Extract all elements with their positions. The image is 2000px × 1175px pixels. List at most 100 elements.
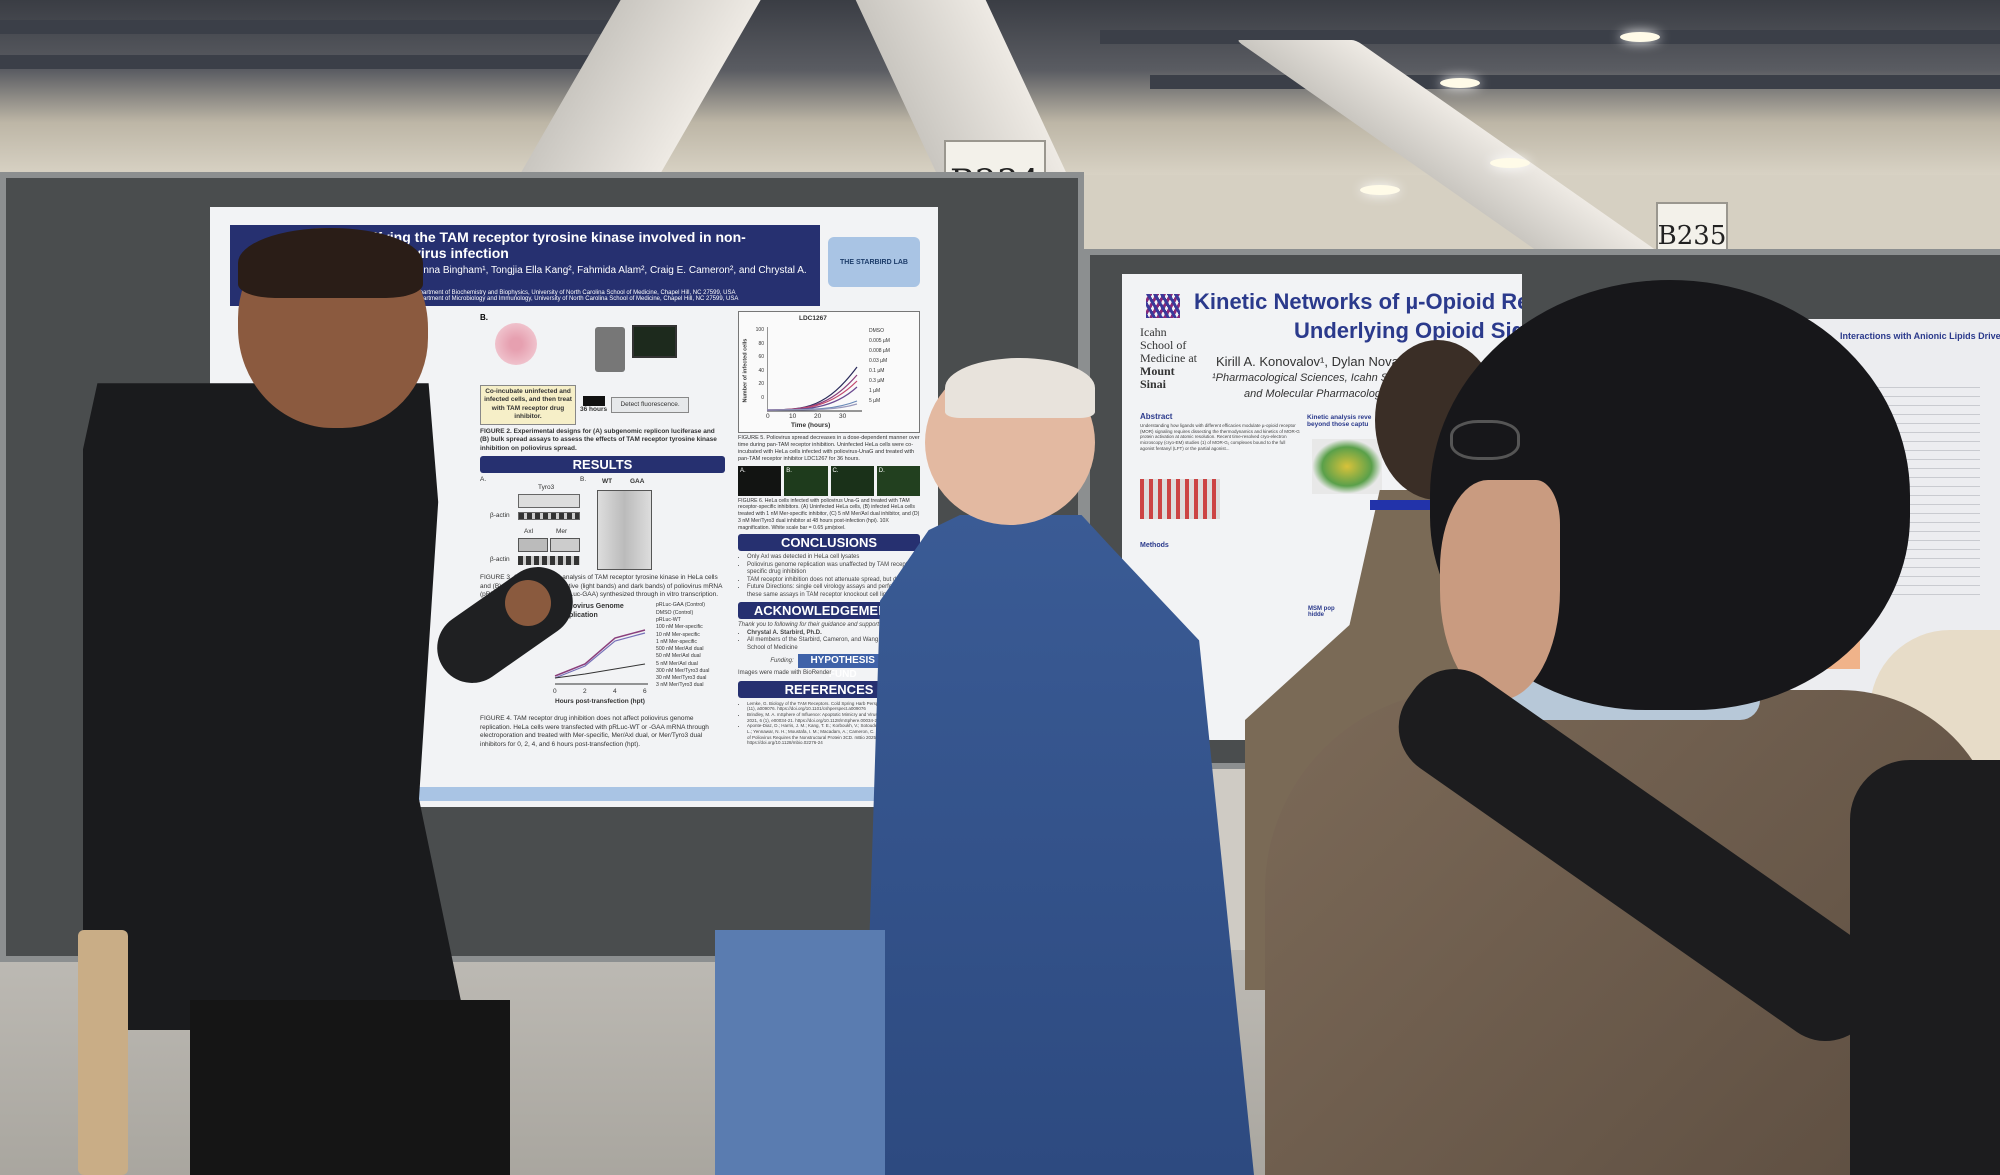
person-hair (945, 358, 1095, 418)
tick-label: 10 (789, 413, 797, 420)
western-blot (518, 556, 580, 566)
ceiling-truss (0, 20, 700, 34)
legend-entry: 100 nM Mer-specific (656, 624, 703, 631)
cell-well-illustration (495, 323, 537, 365)
list-item: Only Axl was detected in HeLa cell lysat… (747, 554, 920, 562)
tick-label: 6 (643, 688, 647, 696)
tick-label: 30 (839, 413, 847, 420)
chart-title: LDC1267 (799, 315, 827, 322)
replication-chart (554, 629, 648, 685)
funding-row: Funding: HYPOTHESIS FUND (738, 654, 920, 680)
legend-entry: 0.03 µM (869, 358, 888, 364)
list-item: Aponte-Diaz, D.; Harris, J. M.; Kang, T.… (747, 723, 920, 746)
funding-label: Funding: (770, 657, 794, 664)
tick-label: 80 (758, 340, 764, 347)
legend-entry: 500 nM Mer/Axl dual (656, 646, 704, 653)
tick-label: 20 (814, 413, 822, 420)
list-item: Chrystal A. Starbird, Ph.D. (747, 630, 920, 638)
hypothesis-fund-logo: HYPOTHESIS FUND (797, 654, 888, 680)
glasses-icon (1450, 420, 1520, 460)
microscopy-panel: D. (876, 465, 920, 496)
chart-title: Poliovirus Genome Replication (560, 603, 624, 620)
axis-label: Hours post-transfection (hpt) (555, 698, 645, 706)
poster-tube (78, 930, 128, 1175)
figure-caption: FIGURE 5. Poliovirus spread decreases in… (738, 435, 920, 463)
mount-sinai-logo-icon (1146, 294, 1180, 318)
microscope-illustration (595, 327, 625, 372)
institution-name: Icahn School of Medicine at Mount Sinai (1140, 326, 1197, 391)
section-header-references: REFERENCES (738, 680, 920, 698)
panel-label: A. (480, 476, 487, 484)
ceiling-truss (1150, 75, 2000, 89)
ceiling-light (1490, 158, 1530, 168)
legend-entry: 1 µM (869, 388, 881, 394)
ceiling-truss (0, 55, 650, 69)
arrow-right-icon (582, 395, 605, 406)
figure-caption: FIGURE 2. Experimental designs for (A) s… (480, 427, 717, 452)
microscopy-panel: C. (830, 465, 874, 496)
tick-label: 20 (758, 381, 764, 387)
figure-6: A. B. C. D. (738, 465, 920, 496)
western-blot (550, 538, 580, 553)
tick-label: 0 (761, 394, 764, 401)
acknowledgements-list: Chrystal A. Starbird, Ph.D. All members … (738, 630, 920, 653)
legend-entry: 0.005 µM (869, 338, 890, 344)
legend-entry: 0.1 µM (869, 368, 885, 374)
acknowledgements-intro: Thank you to following for their guidanc… (738, 622, 881, 629)
spread-chart (767, 327, 862, 412)
panel-label: B. (480, 313, 488, 322)
figure-3: A. B. Tyro3 β-actin Axl Mer β-actin WT G… (480, 476, 725, 572)
references-list: Lemke, G. Biology of the TAM Receptors. … (738, 701, 920, 746)
y-ticks: 100 80 60 40 20 0 (752, 324, 764, 405)
figure-caption: FIGURE 4. TAM receptor drug inhibition d… (480, 715, 709, 748)
section-header-kinetic-analysis: Kinetic analysis reve beyond those captu (1307, 414, 1372, 428)
list-item: All members of the Starbird, Cameron, an… (747, 637, 920, 652)
blot-label: β-actin (490, 556, 510, 564)
axis-label: Number of infected cells (742, 338, 749, 403)
monitor-illustration (632, 325, 677, 358)
figure-4: Poliovirus Genome Replication 0 2 4 6 Ho… (550, 602, 725, 712)
tick-label: 0 (553, 688, 557, 696)
gel-label: WT (602, 478, 613, 486)
person-jeans (715, 930, 885, 1175)
poster-column-2: B. Co-incubate uninfected and infected c… (480, 313, 725, 749)
tick-label: 40 (758, 367, 764, 374)
microscopy-panel: A. (738, 465, 782, 496)
poster-authors: Kirill A. Konovalov¹, Dylan Novack¹, Day (1216, 354, 1447, 369)
energy-landscape-figure (1312, 439, 1382, 494)
poster-title: Underlying Opioid Signali (1294, 318, 1522, 343)
tick-label: 100 (755, 327, 764, 333)
blot-label: Tyro3 (538, 484, 555, 492)
blot-label: Axl (524, 528, 534, 536)
biorender-note: Images were made with BioRender (738, 670, 832, 677)
tick-label: 4 (613, 688, 617, 696)
legend-entry: 3 nM Mer/Tyro3 dual (656, 682, 704, 689)
poster-affiliation: and Molecular Pharmacology, Hous (1244, 388, 1418, 400)
gel-label: GAA (630, 478, 645, 486)
blot-label: Mer (556, 528, 568, 536)
blot-label: β-actin (490, 512, 510, 520)
legend-entry: 300 nM Mer/Tyro3 dual (656, 667, 710, 674)
section-header-msm: MSM pop hidde (1308, 606, 1335, 618)
institution-line: Sinai (1140, 377, 1167, 391)
section-header-conclusions: CONCLUSIONS (738, 534, 920, 552)
western-blot (518, 512, 580, 521)
legend-entry: 5 µM (869, 398, 881, 404)
structure-figure (1140, 479, 1220, 519)
poster-title: Interactions with Anionic Lipids Drive M… (1840, 331, 2000, 341)
legend-entry: 10 nM Mer-specific (656, 631, 700, 638)
conclusions-list: Only Axl was detected in HeLa cell lysat… (738, 554, 920, 599)
list-item: Lemke, G. Biology of the TAM Receptors. … (747, 701, 920, 712)
axis-label: Time (hours) (791, 422, 831, 429)
legend-entry: 5 nM Mer/Axl dual (656, 660, 698, 667)
legend-entry: DMSO (Control) (656, 609, 694, 616)
western-blot (518, 538, 548, 553)
poster-column-3: LDC1267 Number of infected cells 100 80 … (738, 311, 920, 746)
section-header-abstract: Abstract (1140, 412, 1173, 421)
tick-label: 60 (758, 354, 764, 360)
person-hair (238, 228, 423, 298)
list-item: Poliovirus genome replication was unaffe… (747, 562, 920, 577)
institution-line: School of (1140, 338, 1187, 352)
poster-title: Kinetic Networks of µ-Opioid Receptor–G (1194, 289, 1522, 314)
lab-logo: THE STARBIRD LAB (828, 237, 920, 287)
